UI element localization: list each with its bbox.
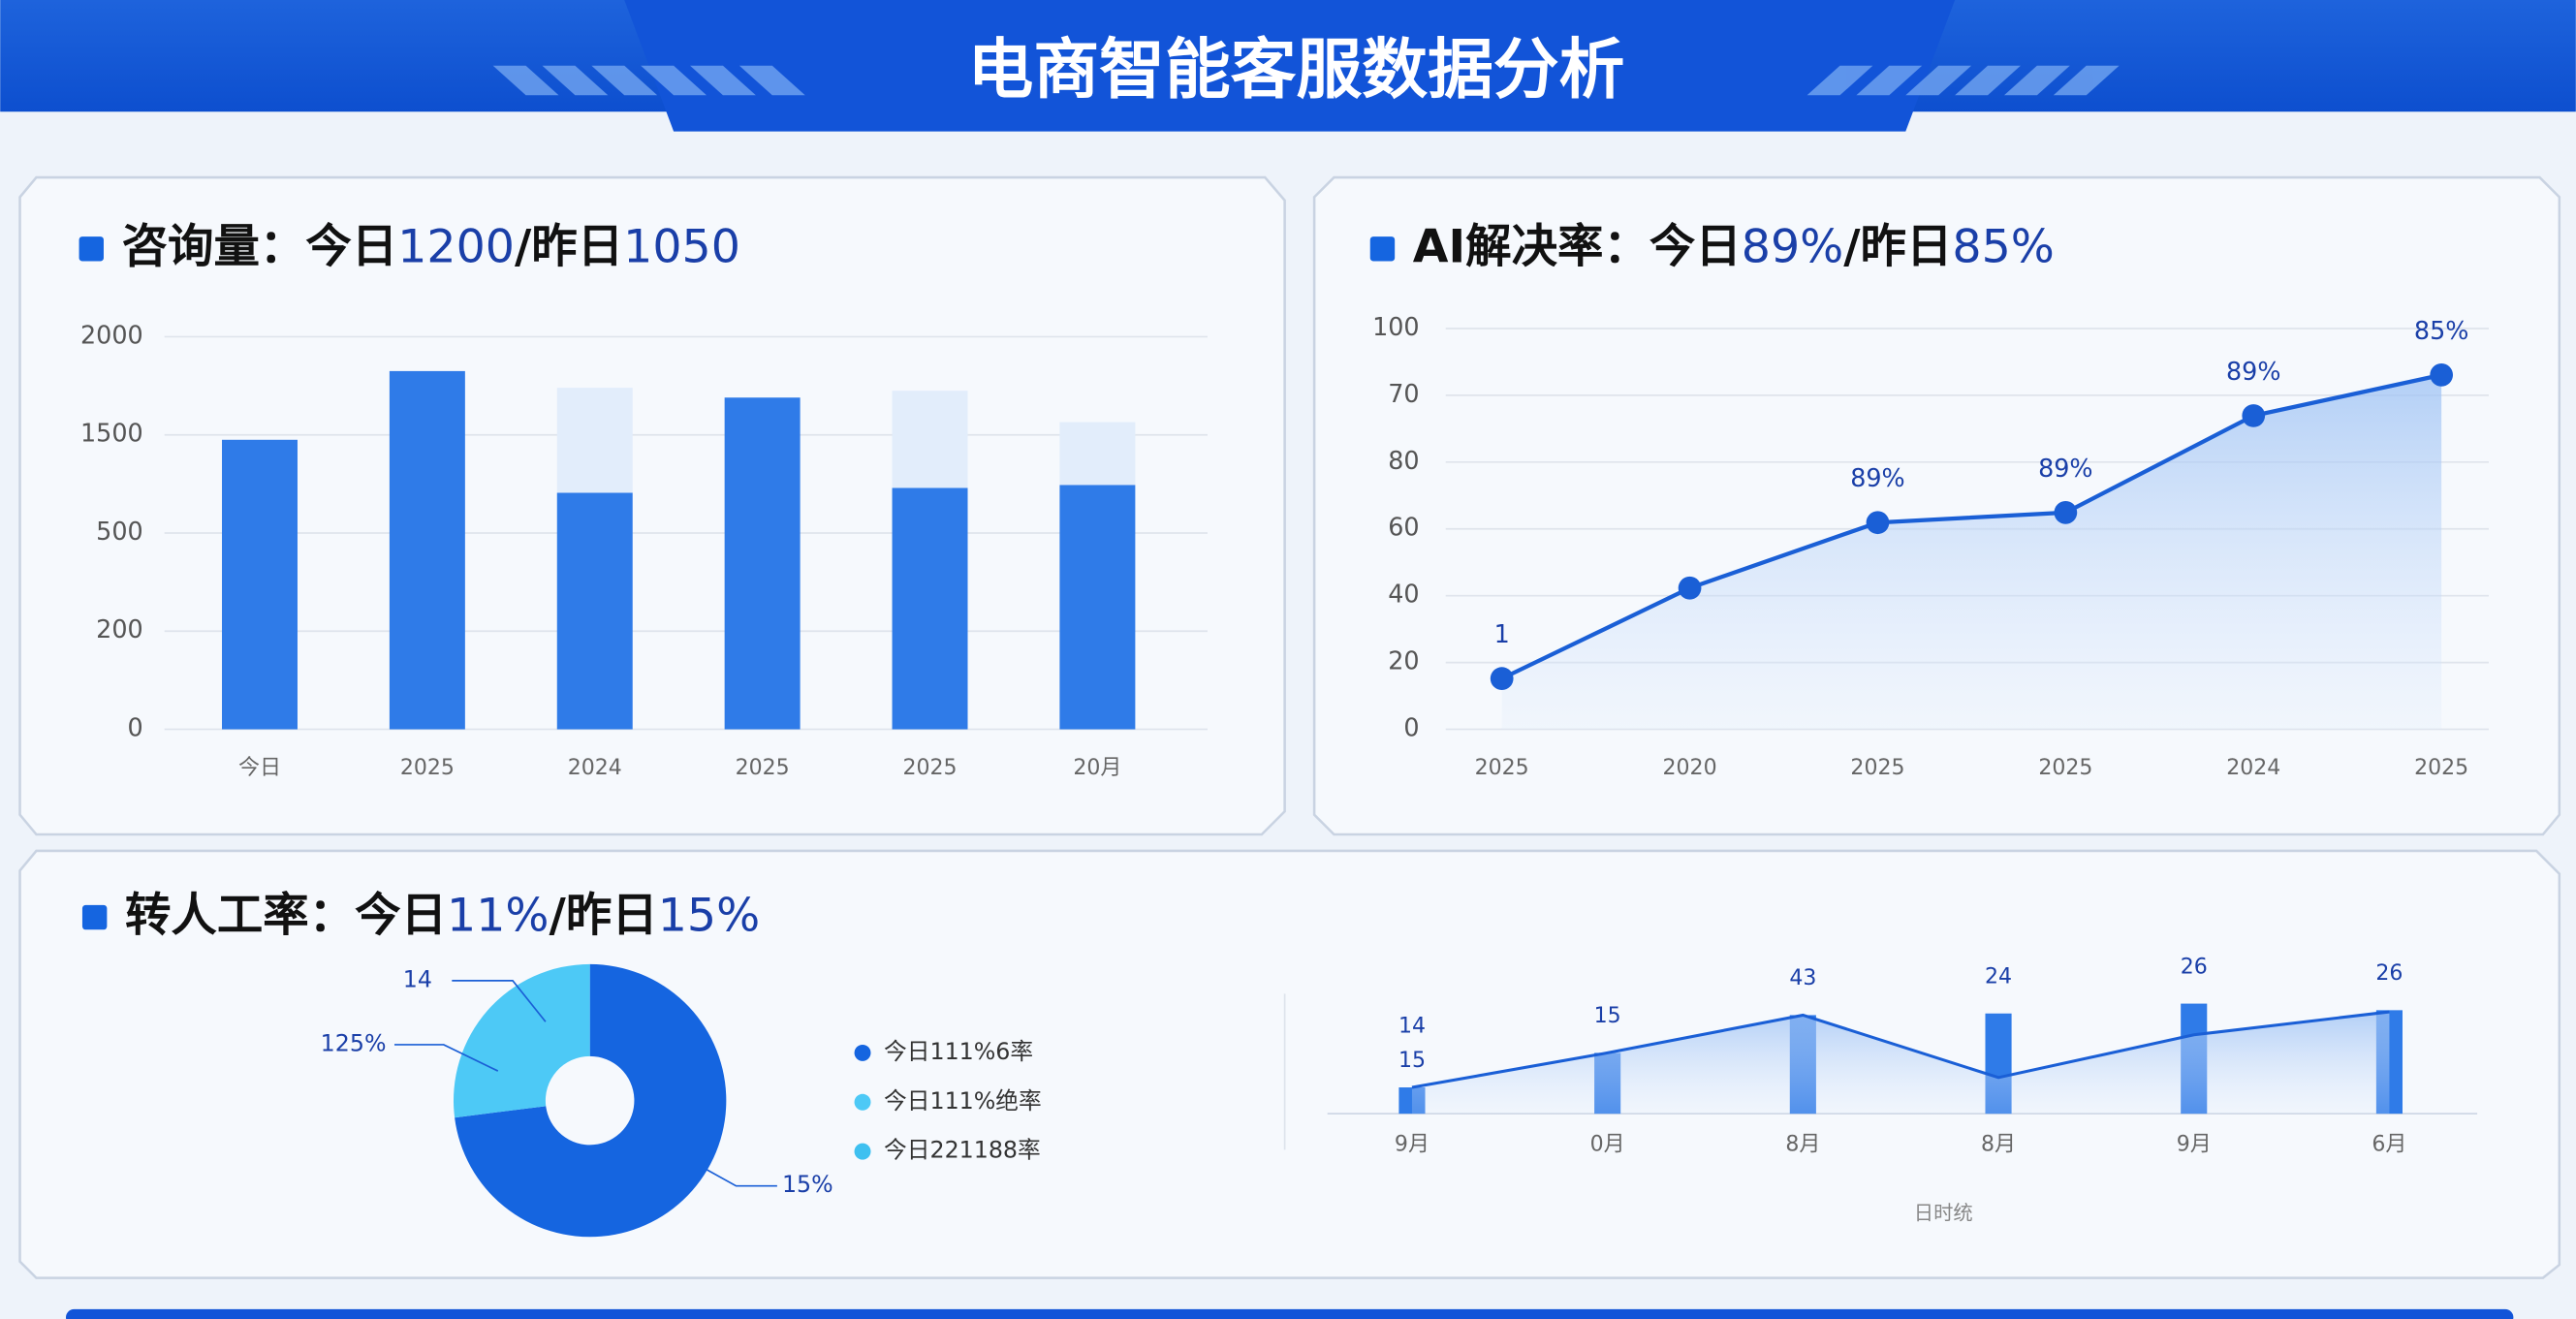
y-tick-label: 2000 bbox=[80, 320, 143, 349]
bar bbox=[389, 370, 465, 730]
x-tick-label: 2025 bbox=[1475, 756, 1529, 780]
point-label: 85% bbox=[2414, 316, 2468, 345]
bar-label: 26 bbox=[2181, 955, 2208, 979]
title-part: 咨询量：今日 bbox=[122, 221, 398, 274]
bar bbox=[1059, 485, 1136, 730]
y-tick-label: 200 bbox=[96, 614, 143, 644]
bar-label: 43 bbox=[1789, 966, 1816, 990]
callout-line bbox=[706, 1169, 777, 1187]
y-tick-label: 20 bbox=[1388, 646, 1419, 675]
point bbox=[2054, 501, 2078, 524]
y-tick-label: 40 bbox=[1388, 580, 1419, 609]
y-tick-label: 0 bbox=[1403, 713, 1419, 742]
bar bbox=[556, 492, 633, 730]
bar bbox=[1059, 422, 1136, 486]
callout-line bbox=[393, 1044, 499, 1072]
area bbox=[1501, 374, 2442, 730]
title-part: 15% bbox=[658, 889, 760, 942]
title-part: 11% bbox=[447, 889, 549, 942]
point bbox=[1678, 576, 1702, 600]
y-tick-label: 1500 bbox=[80, 419, 143, 448]
area bbox=[1411, 1012, 2390, 1115]
x-tick-label: 今日 bbox=[238, 756, 281, 780]
title-part: 85% bbox=[1952, 221, 2054, 274]
pie-slice bbox=[455, 963, 727, 1238]
y-tick-label: 80 bbox=[1388, 446, 1419, 475]
point-label: 89% bbox=[2038, 454, 2092, 483]
header-center bbox=[624, 0, 1956, 132]
callout-label: 15% bbox=[782, 1171, 833, 1198]
title-part: /昨日 bbox=[515, 221, 623, 274]
point bbox=[1490, 667, 1514, 691]
x-tick-label: 0月 bbox=[1590, 1132, 1625, 1156]
x-tick-label: 2025 bbox=[902, 756, 957, 780]
bar-label: 26 bbox=[2375, 961, 2403, 986]
bar-label: 15 bbox=[1398, 1049, 1426, 1073]
legend-swatch bbox=[854, 1093, 871, 1111]
title-part: /昨日 bbox=[550, 889, 658, 942]
x-tick-label: 2025 bbox=[400, 756, 455, 780]
title-part: 89% bbox=[1742, 221, 1843, 274]
title-part: AI解决率：今日 bbox=[1413, 221, 1742, 274]
legend-label: 今日111%6率 bbox=[884, 1038, 1033, 1065]
x-tick-label: 2025 bbox=[736, 756, 790, 780]
y-tick-label: 0 bbox=[127, 713, 142, 742]
point-label: 1 bbox=[1494, 619, 1510, 648]
title-part: 1050 bbox=[623, 221, 740, 274]
callout-label: 14 bbox=[403, 965, 432, 992]
x-tick-label: 2024 bbox=[2226, 756, 2280, 780]
x-tick-label: 8月 bbox=[1981, 1132, 2016, 1156]
y-tick-label: 100 bbox=[1372, 312, 1420, 341]
x-tick-label: 20月 bbox=[1073, 756, 1121, 780]
header-stripes bbox=[492, 65, 2120, 96]
panel-title: 咨询量：今日1200/昨日1050 bbox=[122, 221, 740, 274]
x-tick-label: 2024 bbox=[568, 756, 622, 780]
x-tick-label: 2025 bbox=[2414, 756, 2468, 780]
bar bbox=[724, 397, 801, 730]
x-tick-label: 9月 bbox=[2177, 1132, 2212, 1156]
point bbox=[2242, 404, 2266, 427]
callout-label: 125% bbox=[321, 1029, 387, 1056]
bar-label: 24 bbox=[1985, 964, 2012, 989]
title-part: 转人工率：今日 bbox=[125, 889, 447, 942]
callout-line bbox=[452, 980, 547, 1022]
x-tick-label: 8月 bbox=[1785, 1132, 1820, 1156]
title-marker bbox=[81, 904, 108, 930]
pie-slice bbox=[453, 963, 590, 1118]
bar bbox=[892, 391, 968, 488]
point bbox=[1866, 511, 1890, 535]
x-tick-label: 2020 bbox=[1663, 756, 1717, 780]
panel-title: AI解决率：今日89%/昨日85% bbox=[1413, 221, 2055, 274]
x-tick-label: 2025 bbox=[1850, 756, 1904, 780]
line bbox=[1411, 1010, 2390, 1089]
title-marker bbox=[1369, 236, 1396, 262]
y-tick-label: 70 bbox=[1388, 379, 1419, 408]
y-tick-label: 60 bbox=[1388, 513, 1419, 542]
panel-title: 转人工率：今日11%/昨日15% bbox=[125, 889, 760, 942]
line bbox=[1500, 372, 2442, 681]
bar bbox=[222, 439, 298, 730]
x-tick-label: 2025 bbox=[2038, 756, 2092, 780]
x-axis-label: 日时统 bbox=[1914, 1202, 1973, 1225]
bar-label: 15 bbox=[1594, 1004, 1621, 1028]
bar-label: 14 bbox=[1398, 1014, 1426, 1038]
point-label: 89% bbox=[1850, 463, 1904, 492]
legend-swatch bbox=[854, 1143, 871, 1160]
y-tick-label: 500 bbox=[96, 517, 143, 546]
bar bbox=[892, 487, 968, 730]
title-marker bbox=[79, 236, 104, 262]
x-tick-label: 9月 bbox=[1395, 1132, 1429, 1156]
title-part: /昨日 bbox=[1843, 221, 1952, 274]
title-part: 1200 bbox=[397, 221, 515, 274]
footer-band bbox=[66, 1308, 2514, 1319]
point bbox=[2430, 363, 2454, 387]
legend-swatch bbox=[854, 1044, 871, 1061]
legend-label: 今日221188率 bbox=[884, 1137, 1041, 1164]
point-label: 89% bbox=[2226, 357, 2280, 386]
legend-label: 今日111%绝率 bbox=[884, 1087, 1042, 1115]
bar bbox=[556, 388, 633, 493]
x-tick-label: 6月 bbox=[2372, 1132, 2406, 1156]
page-title: 电商智能客服数据分析 bbox=[968, 31, 1625, 108]
